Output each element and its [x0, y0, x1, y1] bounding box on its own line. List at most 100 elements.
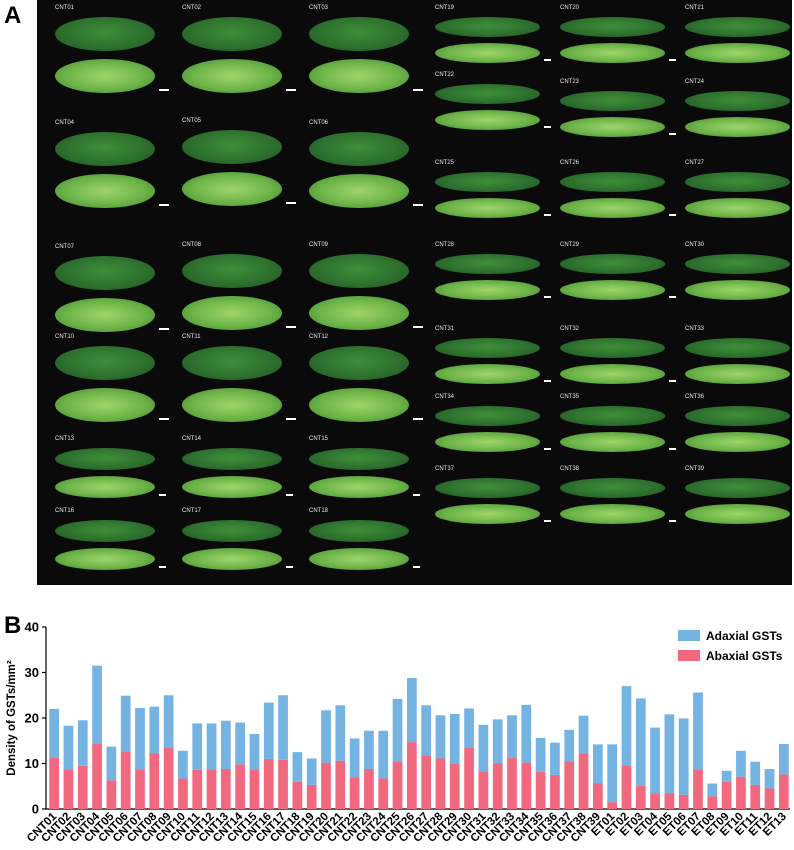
- scale-bar: [544, 296, 551, 298]
- scale-bar: [669, 59, 676, 61]
- leaf-specimen: CNT13: [55, 436, 169, 508]
- leaf-adaxial-image: [435, 172, 540, 192]
- leaf-specimen: CNT32: [560, 326, 679, 394]
- abaxial-bar: [578, 753, 589, 809]
- scale-bar: [669, 380, 676, 382]
- adaxial-bar: [764, 768, 775, 789]
- leaf-label: CNT29: [560, 242, 580, 248]
- leaf-abaxial-image: [435, 198, 540, 218]
- adaxial-bar: [306, 758, 317, 785]
- scale-bar: [286, 89, 296, 91]
- adaxial-bar: [178, 750, 188, 779]
- leaf-specimen: CNT08: [182, 242, 296, 340]
- leaf-label: CNT08: [182, 242, 202, 248]
- abaxial-bar: [278, 759, 288, 809]
- leaf-label: CNT09: [309, 242, 329, 248]
- scale-bar: [544, 126, 551, 128]
- leaf-specimen: CNT26: [560, 160, 679, 228]
- leaf-abaxial-image: [560, 43, 665, 63]
- adaxial-bar: [263, 702, 274, 759]
- leaf-label: CNT27: [685, 160, 705, 166]
- leaf-specimen: CNT30: [685, 242, 794, 310]
- leaf-abaxial-image: [560, 504, 665, 524]
- legend-swatch-adaxial: [678, 630, 700, 641]
- scale-bar: [159, 418, 169, 420]
- leaf-abaxial-image: [182, 548, 282, 570]
- abaxial-bar: [263, 758, 274, 809]
- adaxial-bar: [578, 715, 589, 754]
- leaf-specimen: CNT03: [309, 5, 423, 103]
- leaf-label: CNT36: [685, 394, 705, 400]
- leaf-abaxial-image: [560, 364, 665, 384]
- abaxial-bar: [292, 781, 303, 809]
- leaf-abaxial-image: [685, 364, 790, 384]
- adaxial-bar: [321, 710, 331, 763]
- scale-bar: [544, 520, 551, 522]
- abaxial-bar: [206, 769, 217, 809]
- scale-bar: [669, 214, 676, 216]
- leaf-label: CNT32: [560, 326, 580, 332]
- panel-b-label: B: [4, 612, 22, 639]
- leaf-label: CNT11: [182, 334, 201, 340]
- abaxial-bar: [178, 778, 188, 809]
- adaxial-bar: [492, 719, 503, 764]
- adaxial-bar: [192, 723, 203, 770]
- leaf-label: CNT30: [685, 242, 705, 248]
- scale-bar: [413, 204, 423, 206]
- leaf-label: CNT13: [55, 436, 75, 442]
- leaf-abaxial-image: [435, 43, 540, 63]
- leaf-abaxial-image: [309, 476, 409, 498]
- abaxial-bar: [106, 780, 117, 809]
- abaxial-bar: [135, 769, 145, 809]
- abaxial-bar: [335, 760, 346, 809]
- leaf-specimen: CNT21: [685, 5, 794, 73]
- leaf-abaxial-image: [182, 172, 282, 206]
- abaxial-bar: [664, 793, 675, 809]
- leaf-specimen: CNT11: [182, 334, 296, 432]
- leaf-label: CNT15: [309, 436, 329, 442]
- y-tick-label: 10: [25, 756, 39, 771]
- adaxial-bar: [235, 722, 246, 765]
- adaxial-bar: [249, 733, 260, 770]
- leaf-specimen: CNT35: [560, 394, 679, 462]
- leaf-adaxial-image: [182, 17, 282, 51]
- leaf-label: CNT05: [182, 118, 202, 124]
- leaf-label: CNT20: [560, 5, 580, 11]
- abaxial-bar: [406, 742, 417, 809]
- leaf-adaxial-image: [55, 448, 155, 470]
- leaf-adaxial-image: [55, 520, 155, 542]
- scale-bar: [669, 520, 676, 522]
- leaf-adaxial-image: [435, 478, 540, 498]
- abaxial-bar: [149, 753, 160, 809]
- leaf-specimen: CNT38: [560, 466, 679, 534]
- adaxial-bar: [292, 752, 303, 782]
- leaf-adaxial-image: [182, 520, 282, 542]
- scale-bar: [159, 566, 166, 568]
- scale-bar: [669, 448, 676, 450]
- leaf-specimen: CNT37: [435, 466, 554, 534]
- adaxial-bar: [220, 720, 231, 769]
- abaxial-bar: [77, 765, 88, 809]
- leaf-label: CNT33: [685, 326, 705, 332]
- abaxial-bar: [778, 774, 789, 809]
- adaxial-bar: [564, 729, 575, 762]
- abaxial-bar: [721, 781, 732, 809]
- leaf-specimen: CNT15: [309, 436, 423, 508]
- adaxial-bar: [778, 743, 789, 775]
- leaf-abaxial-image: [435, 280, 540, 300]
- leaf-adaxial-image: [685, 172, 790, 192]
- leaf-specimen: CNT29: [560, 242, 679, 310]
- leaf-abaxial-image: [309, 59, 409, 93]
- adaxial-bar: [693, 692, 703, 770]
- leaf-label: CNT06: [309, 120, 329, 126]
- leaf-adaxial-image: [309, 17, 409, 51]
- leaf-label: CNT01: [55, 5, 75, 11]
- leaf-abaxial-image: [435, 364, 540, 384]
- leaf-label: CNT07: [55, 244, 75, 250]
- abaxial-bar: [621, 765, 632, 809]
- leaf-specimen: CNT22: [435, 72, 554, 140]
- adaxial-bar: [635, 698, 646, 786]
- leaf-adaxial-image: [685, 254, 790, 274]
- leaf-label: CNT31: [435, 326, 455, 332]
- abaxial-bar: [163, 747, 174, 809]
